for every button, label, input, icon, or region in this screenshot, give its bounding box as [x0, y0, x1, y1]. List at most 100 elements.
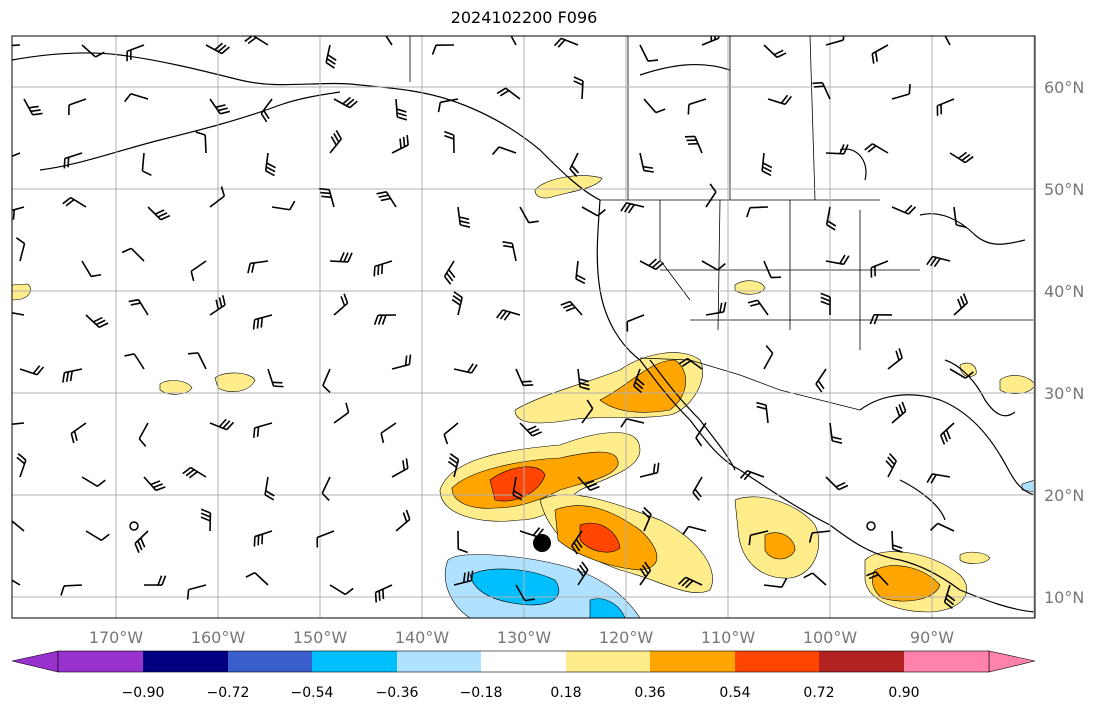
lon-label: 100°W	[803, 628, 858, 647]
wind-barb	[692, 476, 703, 501]
wind-barb	[260, 98, 273, 123]
wind-barb	[85, 530, 110, 542]
wind-barb	[209, 98, 231, 115]
anomaly-contours	[12, 175, 1035, 618]
wind-barb	[447, 453, 460, 478]
wind-barb	[12, 312, 25, 316]
calm-circle-west	[129, 521, 139, 531]
wind-barb	[929, 522, 955, 532]
wind-barb	[701, 260, 726, 271]
coast-mexico	[739, 469, 1035, 613]
wind-barb	[252, 314, 273, 330]
wind-barb	[926, 473, 951, 484]
wind-barb	[820, 292, 831, 316]
wind-barb	[124, 92, 149, 103]
wind-barb	[134, 530, 149, 554]
contour-negative-south	[589, 598, 626, 618]
wind-barb	[953, 206, 967, 229]
wind-barb	[12, 152, 21, 158]
wind-barb	[678, 357, 703, 370]
wind-barb	[763, 577, 788, 588]
wind-barb	[812, 81, 831, 100]
wind-barb	[143, 476, 166, 492]
wind-barb	[641, 506, 652, 532]
border-us-mexico	[639, 357, 861, 411]
wind-barb	[626, 314, 645, 332]
border-us-state-2	[717, 199, 721, 331]
wind-barb	[825, 206, 837, 231]
wind-barb	[321, 476, 331, 502]
wind-barb	[803, 572, 827, 586]
colorbar-swatch	[397, 651, 481, 672]
wind-barb	[510, 36, 517, 46]
border-canada-prov-3	[809, 36, 816, 201]
wind-barb	[391, 458, 409, 478]
wind-barb	[376, 190, 397, 208]
wind-barb	[581, 206, 606, 217]
colorbar-tick-label: 0.54	[719, 685, 750, 701]
contour-red-core-a	[489, 466, 546, 502]
wind-barb	[891, 204, 917, 215]
wind-barb	[502, 241, 517, 262]
wind-barb	[953, 293, 969, 316]
wind-barb	[573, 76, 584, 100]
colorbar-swatch	[735, 651, 819, 672]
wind-barb	[138, 422, 149, 447]
wind-barb	[121, 247, 145, 262]
coast-west-us	[596, 199, 741, 471]
wind-barb	[763, 345, 774, 370]
wind-barb	[395, 509, 411, 532]
wind-barb	[639, 258, 664, 271]
political-borders	[409, 36, 1035, 411]
wind-barb	[200, 508, 212, 532]
wind-barb	[267, 368, 284, 388]
wind-barb	[431, 44, 455, 55]
wind-barb	[453, 363, 478, 374]
wind-barb	[319, 187, 335, 208]
wind-barb	[81, 44, 105, 58]
colorbar-swatch	[143, 651, 228, 672]
wind-barb	[684, 135, 703, 154]
wind-barb	[866, 571, 889, 586]
wind-barb	[373, 260, 393, 277]
colorbar-swatch	[566, 651, 650, 672]
wind-barb	[15, 237, 26, 262]
wind-barb	[891, 401, 907, 424]
wind-barb	[143, 575, 167, 586]
colorbar-labels: −0.90 −0.72 −0.54 −0.36 −0.18 0.18 0.36 …	[122, 685, 920, 701]
wind-barb	[571, 530, 583, 555]
coast-hudson	[839, 148, 867, 181]
wind-barb	[209, 295, 226, 316]
colorbar-extend-right	[988, 650, 1036, 673]
wind-barb	[325, 44, 337, 69]
wind-barb	[677, 576, 703, 589]
lon-label: 110°W	[701, 628, 756, 647]
wind-barb	[633, 368, 645, 394]
wind-barb	[870, 260, 889, 278]
lat-label: 20°N	[1044, 486, 1084, 505]
wind-barb	[63, 152, 83, 169]
wind-barb	[577, 368, 590, 391]
colorbar-swatch	[904, 651, 989, 672]
coast-great-lakes	[919, 213, 1026, 245]
wind-barb	[763, 44, 787, 59]
wind-barb	[575, 260, 586, 285]
wind-barb	[443, 422, 459, 445]
lon-label: 160°W	[191, 628, 246, 647]
wind-barb	[949, 151, 974, 164]
wind-barb	[12, 206, 25, 220]
colorbar-tick-label: −0.18	[460, 685, 503, 701]
wind-barb	[182, 466, 207, 479]
wind-barb	[391, 354, 412, 370]
wind-barb	[70, 422, 87, 444]
wind-barb	[620, 202, 645, 214]
wind-barb	[374, 584, 393, 603]
wind-barb	[444, 130, 455, 154]
colorbar-tick-label: −0.90	[122, 685, 165, 701]
wind-barb	[443, 260, 456, 285]
wind-barb	[639, 462, 660, 478]
wind-barb	[195, 131, 207, 154]
lat-label: 30°N	[1044, 384, 1084, 403]
colorbar-tick-label: −0.54	[291, 685, 334, 701]
